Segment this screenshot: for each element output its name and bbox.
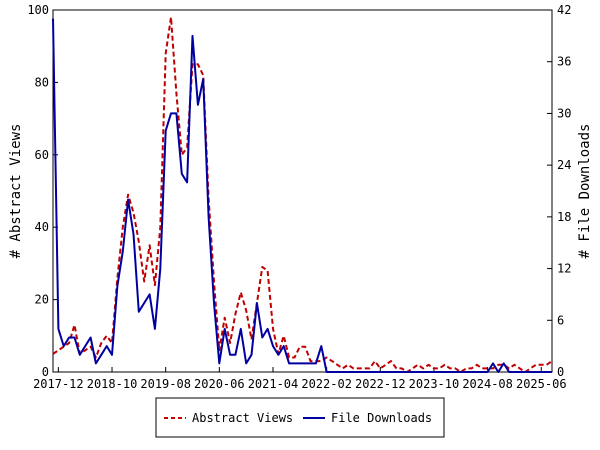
x-tick-label: 2020-06 xyxy=(194,377,245,391)
legend-box xyxy=(155,397,445,438)
series-line-file-downloads xyxy=(52,18,552,373)
y2-tick-label: 30 xyxy=(557,106,571,120)
x-tick-label: 2024-08 xyxy=(462,377,513,391)
y2-tick-label: 12 xyxy=(557,262,571,276)
legend-label-abstract-views: Abstract Views xyxy=(192,411,293,425)
series-layer xyxy=(52,16,553,373)
y2-tick-label: 42 xyxy=(557,3,571,17)
y2-tick-label: 0 xyxy=(557,365,564,379)
y2-tick-label: 36 xyxy=(557,55,571,69)
x-tick-label: 2019-08 xyxy=(140,377,191,391)
legend-label-file-downloads: File Downloads xyxy=(331,411,432,425)
x-tick-label: 2022-02 xyxy=(301,377,352,391)
x-tick-label: 2023-10 xyxy=(409,377,460,391)
left-axis-label: # Abstract Views xyxy=(8,124,24,259)
legend: Abstract Views File Downloads xyxy=(155,397,445,438)
x-tick-label: 2022-12 xyxy=(355,377,406,391)
y2-tick-label: 18 xyxy=(557,210,571,224)
y-tick-label: 0 xyxy=(42,365,49,379)
x-tick-label: 2018-10 xyxy=(87,377,138,391)
y-tick-label: 20 xyxy=(35,293,49,307)
series-line-abstract-views xyxy=(52,16,553,373)
x-tick-label: 2021-04 xyxy=(248,377,299,391)
x-tick-label: 2017-12 xyxy=(33,377,84,391)
y-tick-label: 60 xyxy=(35,148,49,162)
right-axis-ticks: 0 6 12 18 24 30 36 42 xyxy=(547,3,571,379)
y-tick-label: 100 xyxy=(27,3,49,17)
right-axis-label: # File Downloads xyxy=(577,124,593,259)
x-tick-label: 2025-06 xyxy=(516,377,567,391)
y2-tick-label: 24 xyxy=(557,158,571,172)
plot-area xyxy=(52,9,553,373)
y-tick-label: 80 xyxy=(35,75,49,89)
y-tick-label: 40 xyxy=(35,220,49,234)
left-axis-ticks: 0 20 40 60 80 100 xyxy=(27,3,58,379)
x-axis-ticks: 2017-12 2018-10 2019-08 2020-06 2021-04 2022-… xyxy=(33,367,567,391)
y2-tick-label: 6 xyxy=(557,313,564,327)
